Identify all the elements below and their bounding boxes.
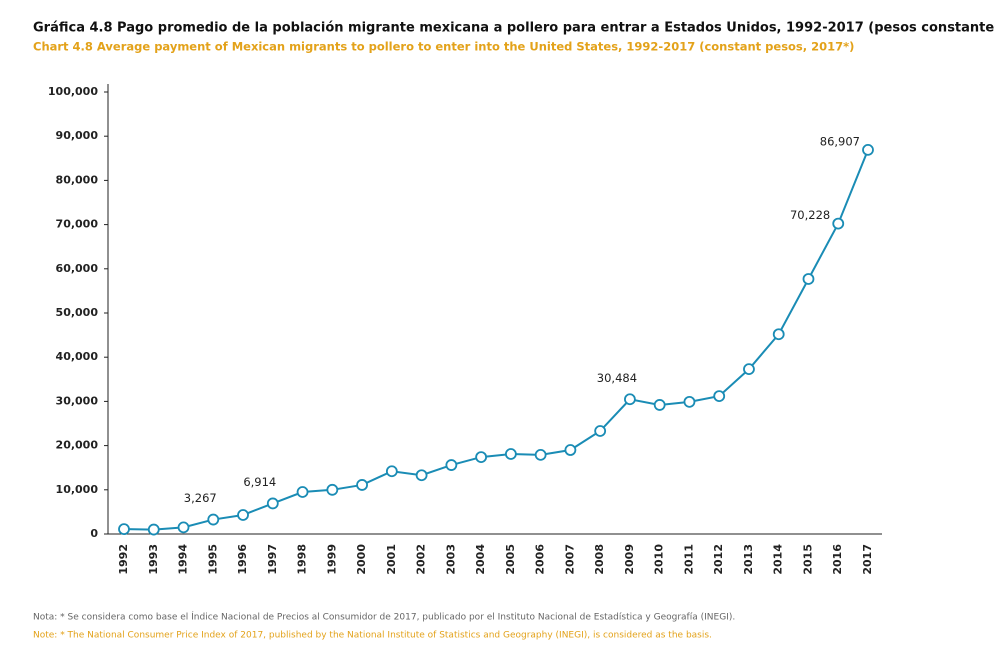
x-tick-label: 1994: [177, 544, 190, 575]
chart-title: Gráfica 4.8 Pago promedio de la població…: [33, 21, 995, 36]
x-tick-label: 2015: [801, 544, 814, 575]
x-tick-label: 1997: [266, 544, 279, 575]
y-tick-label: 70,000: [56, 218, 99, 231]
point: [296, 486, 309, 498]
x-tick-label: 2014: [772, 544, 785, 575]
note: Nota: * Se considera como base el Índice…: [33, 611, 735, 623]
point: [475, 451, 488, 463]
x-tick-label: 2016: [831, 544, 844, 575]
point: [356, 479, 368, 491]
x-tick-label: 1996: [236, 544, 249, 575]
x-tick-label: 2007: [563, 544, 576, 575]
point: [147, 523, 160, 536]
x-tick-label: 2017: [861, 544, 874, 575]
chart-subtitle: Chart 4.8 Average payment of Mexican mig…: [33, 40, 854, 54]
point: [594, 425, 607, 437]
y-tick-label: 10,000: [56, 483, 99, 496]
x-tick-label: 2005: [504, 544, 517, 575]
x-tick-label: 2012: [712, 544, 725, 575]
y-tick-label: 90,000: [56, 129, 99, 142]
y-tick-label: 60,000: [56, 262, 99, 275]
y-tick-label: 50,000: [56, 306, 99, 319]
point: [564, 444, 577, 456]
y-tick-label: 80,000: [56, 173, 99, 186]
data-label: 70,228: [790, 208, 830, 222]
data-label: 30,484: [597, 371, 637, 385]
x-tick-label: 2013: [742, 544, 755, 575]
point: [177, 521, 190, 534]
x-tick-label: 2009: [623, 544, 636, 575]
data-label: 86,907: [820, 134, 860, 148]
x-tick-label: 1999: [325, 544, 338, 575]
point: [534, 448, 547, 461]
x-tick-label: 2004: [474, 544, 487, 575]
point: [207, 513, 220, 526]
x-tick-label: 1998: [296, 544, 309, 575]
point: [653, 399, 666, 411]
line: [123, 149, 869, 531]
x-tick-label: 2006: [534, 544, 547, 575]
x-tick-label: 2000: [355, 544, 368, 575]
point: [832, 217, 845, 230]
x-tick-label: 2008: [593, 544, 606, 575]
point: [237, 509, 249, 521]
data-label: 6,914: [243, 475, 276, 489]
x-tick-label: 2001: [385, 544, 398, 575]
y-tick-label: 20,000: [56, 439, 99, 452]
y-tick-label: 30,000: [56, 394, 99, 407]
point: [118, 523, 130, 536]
point: [683, 395, 696, 408]
point: [385, 465, 398, 478]
point: [266, 497, 279, 510]
point: [445, 459, 458, 471]
x-tick-label: 2003: [444, 544, 457, 575]
note: Note: * The National Consumer Price Inde…: [33, 631, 712, 641]
point: [415, 469, 428, 482]
point: [862, 143, 874, 156]
x-tick-label: 1992: [117, 544, 130, 575]
point: [504, 448, 517, 460]
point: [326, 483, 339, 496]
x-tick-label: 2002: [415, 544, 428, 575]
data-label: 3,267: [184, 491, 217, 505]
point: [624, 393, 636, 406]
x-tick-label: 1993: [147, 544, 160, 575]
point: [743, 363, 755, 376]
x-tick-label: 2011: [682, 544, 695, 575]
y-tick-label: 0: [90, 527, 98, 540]
x-tick-label: 2010: [653, 544, 666, 575]
point: [772, 328, 785, 341]
y-tick-label: 40,000: [56, 350, 99, 363]
point: [802, 273, 815, 285]
y-tick-label: 100,000: [48, 85, 98, 98]
x-tick-label: 1995: [206, 544, 219, 575]
point: [713, 390, 726, 402]
